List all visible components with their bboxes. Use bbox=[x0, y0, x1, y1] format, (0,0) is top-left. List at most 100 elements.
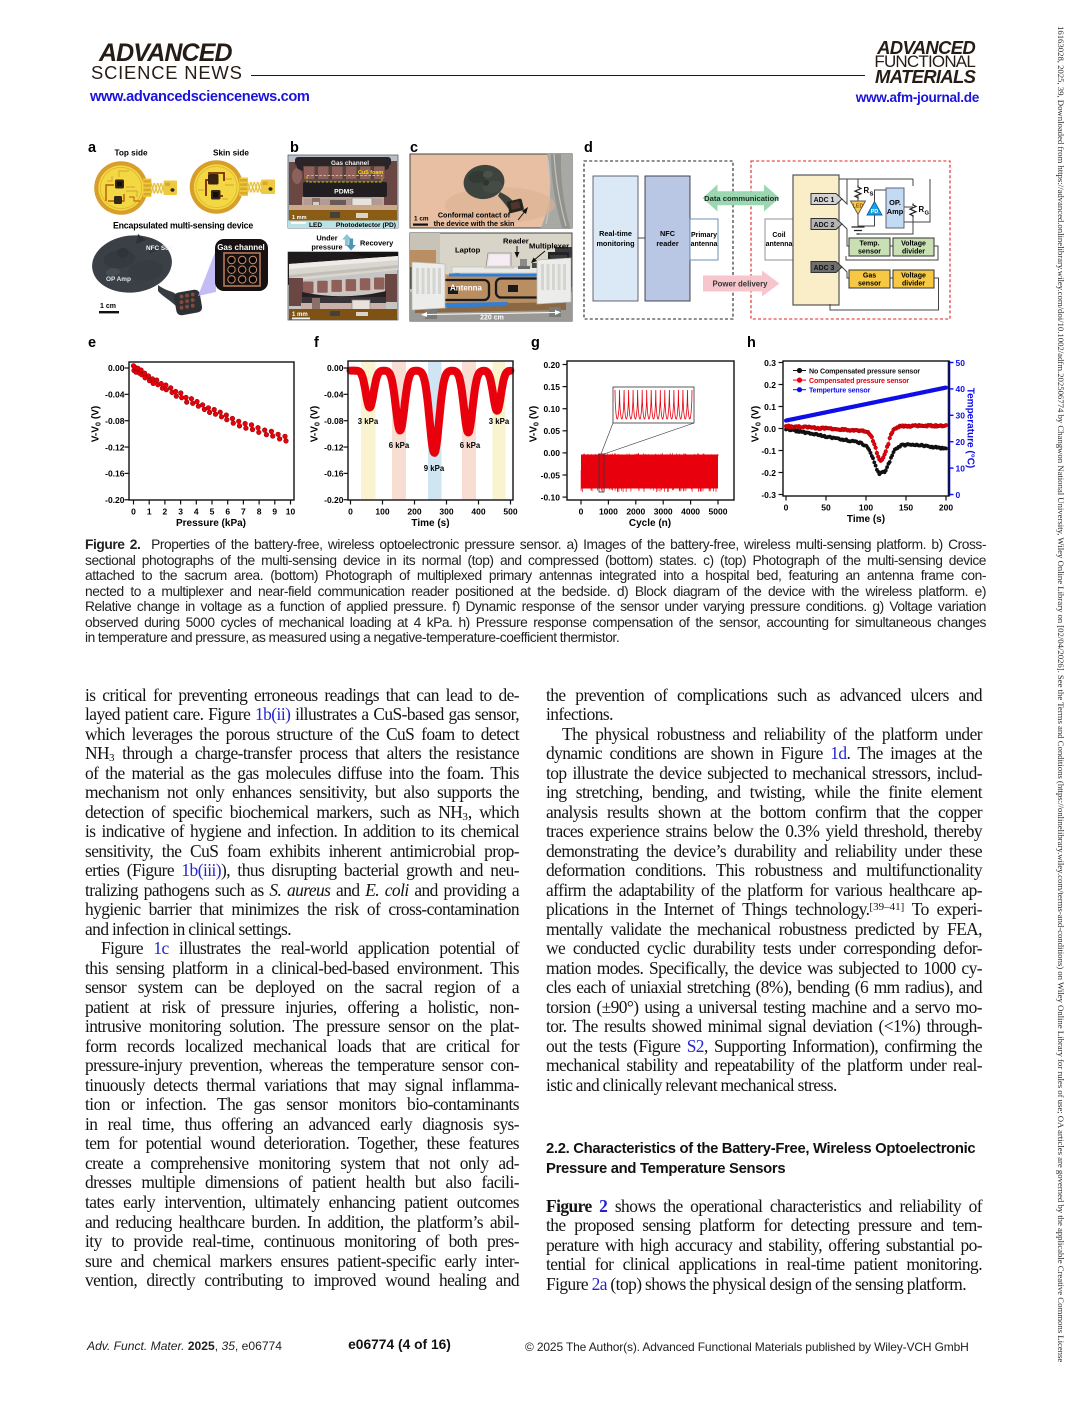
svg-text:8: 8 bbox=[257, 507, 262, 517]
svg-text:R: R bbox=[919, 205, 925, 214]
svg-text:reader: reader bbox=[656, 239, 678, 248]
svg-text:antenna: antenna bbox=[766, 241, 793, 248]
svg-text:sensor: sensor bbox=[858, 249, 881, 256]
svg-text:1 mm: 1 mm bbox=[292, 312, 308, 318]
svg-text:Antenna: Antenna bbox=[450, 284, 483, 293]
svg-text:200: 200 bbox=[939, 503, 953, 513]
svg-text:10: 10 bbox=[286, 507, 296, 517]
svg-text:-0.12: -0.12 bbox=[105, 442, 125, 452]
svg-text:500: 500 bbox=[503, 507, 517, 517]
svg-text:200: 200 bbox=[407, 507, 421, 517]
svg-text:Primary: Primary bbox=[691, 232, 717, 239]
svg-text:1 cm: 1 cm bbox=[100, 303, 116, 310]
svg-text:-0.04: -0.04 bbox=[324, 390, 344, 400]
svg-text:Under: Under bbox=[316, 234, 337, 243]
svg-text:-0.2: -0.2 bbox=[761, 468, 776, 478]
svg-text:divider: divider bbox=[902, 281, 925, 288]
svg-text:the device with the skin: the device with the skin bbox=[434, 219, 515, 228]
svg-text:Time (s): Time (s) bbox=[847, 514, 885, 525]
svg-text:-0.16: -0.16 bbox=[105, 469, 125, 479]
svg-text:7: 7 bbox=[241, 507, 246, 517]
svg-text:100: 100 bbox=[375, 507, 389, 517]
svg-text:0.3: 0.3 bbox=[764, 358, 776, 368]
svg-text:3: 3 bbox=[178, 507, 183, 517]
svg-text:PD: PD bbox=[871, 209, 879, 215]
svg-text:NFC: NFC bbox=[660, 229, 676, 238]
svg-text:400: 400 bbox=[471, 507, 485, 517]
svg-text:-0.3: -0.3 bbox=[761, 490, 776, 500]
svg-text:OP Amp: OP Amp bbox=[106, 276, 131, 283]
svg-text:LED: LED bbox=[853, 204, 864, 210]
svg-text:V-V0 (V): V-V0 (V) bbox=[91, 406, 103, 442]
svg-text:4000: 4000 bbox=[681, 507, 700, 517]
svg-text:Data communication: Data communication bbox=[704, 194, 779, 203]
svg-text:220 cm: 220 cm bbox=[480, 315, 504, 322]
svg-text:Temp.: Temp. bbox=[859, 241, 879, 248]
svg-text:0.00: 0.00 bbox=[543, 448, 560, 458]
svg-text:-0.1: -0.1 bbox=[761, 446, 776, 456]
svg-text:ADC 1: ADC 1 bbox=[814, 197, 835, 204]
svg-text:Multiplexer: Multiplexer bbox=[529, 242, 569, 251]
svg-text:Amp: Amp bbox=[887, 207, 904, 216]
svg-text:PDMS: PDMS bbox=[334, 189, 354, 196]
svg-text:2000: 2000 bbox=[626, 507, 645, 517]
svg-text:0.00: 0.00 bbox=[108, 363, 125, 373]
svg-text:40: 40 bbox=[956, 384, 966, 394]
svg-text:Photodetector (PD): Photodetector (PD) bbox=[336, 222, 396, 229]
svg-text:OP.: OP. bbox=[889, 198, 901, 207]
svg-text:20: 20 bbox=[956, 437, 966, 447]
svg-text:0.0: 0.0 bbox=[764, 424, 776, 434]
svg-text:Real-time: Real-time bbox=[599, 229, 632, 238]
svg-text:Recovery: Recovery bbox=[360, 239, 394, 248]
svg-text:10: 10 bbox=[956, 463, 966, 473]
svg-text:5000: 5000 bbox=[709, 507, 728, 517]
svg-text:1 cm: 1 cm bbox=[414, 216, 429, 223]
svg-text:Cycle (n): Cycle (n) bbox=[629, 518, 671, 529]
svg-text:Gas channel: Gas channel bbox=[217, 243, 265, 252]
svg-text:V-V0 (V): V-V0 (V) bbox=[751, 406, 763, 442]
svg-text:3000: 3000 bbox=[654, 507, 673, 517]
svg-text:2: 2 bbox=[163, 507, 168, 517]
svg-text:300: 300 bbox=[439, 507, 453, 517]
svg-text:Laptop: Laptop bbox=[455, 246, 481, 255]
svg-text:-0.10: -0.10 bbox=[541, 492, 561, 502]
svg-text:100: 100 bbox=[859, 503, 873, 513]
svg-text:Reader: Reader bbox=[503, 237, 529, 246]
svg-text:h: h bbox=[747, 335, 756, 351]
svg-text:sensor: sensor bbox=[858, 281, 881, 288]
svg-text:0.2: 0.2 bbox=[764, 380, 776, 390]
svg-text:CuS foam: CuS foam bbox=[358, 170, 383, 176]
svg-text:6 kPa: 6 kPa bbox=[460, 441, 481, 450]
svg-text:d: d bbox=[584, 140, 593, 156]
svg-text:0.20: 0.20 bbox=[543, 360, 560, 370]
svg-text:f: f bbox=[314, 335, 319, 351]
svg-text:c: c bbox=[410, 140, 418, 156]
svg-text:V-V0 (V): V-V0 (V) bbox=[529, 406, 541, 442]
svg-text:No Compensated pressure sensor: No Compensated pressure sensor bbox=[809, 368, 920, 376]
svg-text:4: 4 bbox=[194, 507, 199, 517]
svg-text:Coil: Coil bbox=[772, 232, 785, 239]
svg-text:0: 0 bbox=[579, 507, 584, 517]
svg-text:9: 9 bbox=[272, 507, 277, 517]
svg-text:g: g bbox=[531, 335, 540, 351]
svg-text:Top side: Top side bbox=[114, 149, 147, 158]
svg-text:0: 0 bbox=[348, 507, 353, 517]
svg-text:1: 1 bbox=[147, 507, 152, 517]
svg-text:Gas: Gas bbox=[863, 273, 876, 280]
svg-text:-0.12: -0.12 bbox=[324, 442, 344, 452]
svg-text:monitoring: monitoring bbox=[596, 239, 634, 248]
svg-text:R: R bbox=[864, 186, 870, 195]
svg-text:0: 0 bbox=[784, 503, 789, 513]
svg-text:Time (s): Time (s) bbox=[411, 518, 449, 529]
svg-text:150: 150 bbox=[899, 503, 913, 513]
svg-text:-0.04: -0.04 bbox=[105, 390, 125, 400]
svg-text:6: 6 bbox=[225, 507, 230, 517]
svg-text:Conformal contact of: Conformal contact of bbox=[438, 211, 511, 220]
svg-text:-0.20: -0.20 bbox=[324, 495, 344, 505]
svg-text:1 mm: 1 mm bbox=[292, 215, 307, 221]
svg-text:Voltage: Voltage bbox=[901, 241, 926, 248]
svg-text:Power delivery: Power delivery bbox=[712, 280, 768, 289]
svg-text:0.05: 0.05 bbox=[543, 426, 560, 436]
svg-text:30: 30 bbox=[956, 411, 966, 421]
svg-text:pressure: pressure bbox=[311, 243, 342, 252]
